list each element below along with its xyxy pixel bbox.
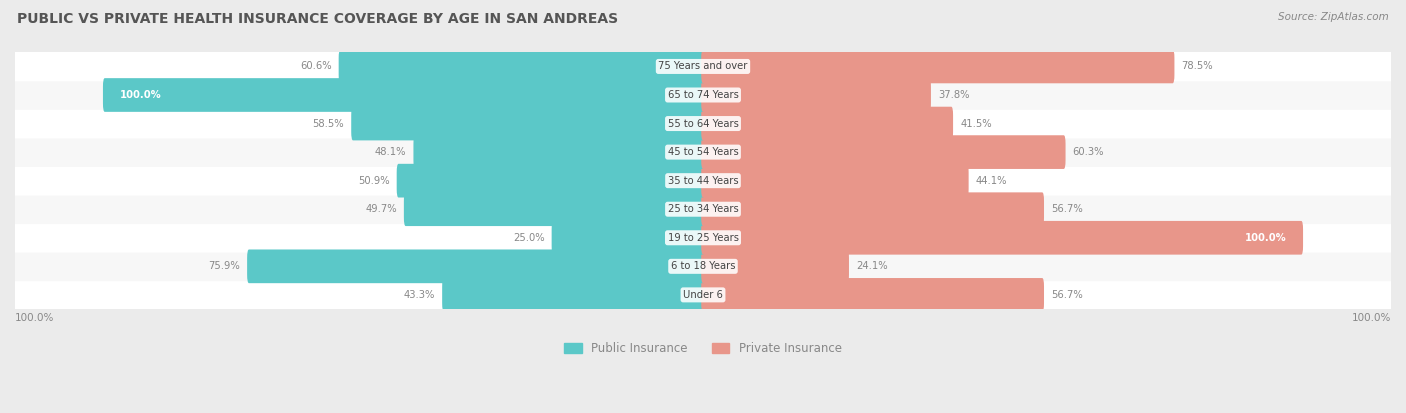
Text: 60.6%: 60.6%	[299, 62, 332, 71]
FancyBboxPatch shape	[702, 78, 931, 112]
FancyBboxPatch shape	[15, 137, 1391, 167]
Text: 25 to 34 Years: 25 to 34 Years	[668, 204, 738, 214]
FancyBboxPatch shape	[352, 107, 704, 140]
FancyBboxPatch shape	[15, 195, 1391, 224]
FancyBboxPatch shape	[702, 249, 849, 283]
FancyBboxPatch shape	[702, 50, 1174, 83]
Text: 25.0%: 25.0%	[513, 233, 544, 243]
Text: 45 to 54 Years: 45 to 54 Years	[668, 147, 738, 157]
Text: 6 to 18 Years: 6 to 18 Years	[671, 261, 735, 271]
Text: 44.1%: 44.1%	[976, 176, 1007, 186]
Text: 100.0%: 100.0%	[1244, 233, 1286, 243]
Text: 75.9%: 75.9%	[208, 261, 240, 271]
Text: 65 to 74 Years: 65 to 74 Years	[668, 90, 738, 100]
Text: Source: ZipAtlas.com: Source: ZipAtlas.com	[1278, 12, 1389, 22]
FancyBboxPatch shape	[15, 280, 1391, 310]
Text: 55 to 64 Years: 55 to 64 Years	[668, 119, 738, 128]
Text: 24.1%: 24.1%	[856, 261, 887, 271]
FancyBboxPatch shape	[15, 80, 1391, 110]
FancyBboxPatch shape	[103, 78, 704, 112]
Text: 100.0%: 100.0%	[15, 313, 55, 323]
FancyBboxPatch shape	[702, 135, 1066, 169]
FancyBboxPatch shape	[441, 278, 704, 312]
FancyBboxPatch shape	[702, 107, 953, 140]
FancyBboxPatch shape	[15, 223, 1391, 253]
Text: PUBLIC VS PRIVATE HEALTH INSURANCE COVERAGE BY AGE IN SAN ANDREAS: PUBLIC VS PRIVATE HEALTH INSURANCE COVER…	[17, 12, 619, 26]
FancyBboxPatch shape	[702, 278, 1045, 312]
FancyBboxPatch shape	[396, 164, 704, 197]
Text: 75 Years and over: 75 Years and over	[658, 62, 748, 71]
Text: 56.7%: 56.7%	[1052, 204, 1083, 214]
Text: 41.5%: 41.5%	[960, 119, 991, 128]
Text: 37.8%: 37.8%	[938, 90, 970, 100]
Text: 50.9%: 50.9%	[359, 176, 389, 186]
Text: 60.3%: 60.3%	[1073, 147, 1104, 157]
FancyBboxPatch shape	[15, 109, 1391, 138]
FancyBboxPatch shape	[15, 52, 1391, 81]
FancyBboxPatch shape	[413, 135, 704, 169]
Text: 78.5%: 78.5%	[1181, 62, 1213, 71]
FancyBboxPatch shape	[702, 221, 1303, 255]
FancyBboxPatch shape	[15, 166, 1391, 195]
FancyBboxPatch shape	[247, 249, 704, 283]
FancyBboxPatch shape	[702, 164, 969, 197]
Text: 48.1%: 48.1%	[375, 147, 406, 157]
Text: 49.7%: 49.7%	[366, 204, 396, 214]
FancyBboxPatch shape	[404, 192, 704, 226]
Text: 100.0%: 100.0%	[1351, 313, 1391, 323]
Text: Under 6: Under 6	[683, 290, 723, 300]
Text: 43.3%: 43.3%	[404, 290, 434, 300]
Text: 58.5%: 58.5%	[312, 119, 344, 128]
FancyBboxPatch shape	[702, 192, 1045, 226]
Text: 56.7%: 56.7%	[1052, 290, 1083, 300]
Text: 100.0%: 100.0%	[120, 90, 162, 100]
Legend: Public Insurance, Private Insurance: Public Insurance, Private Insurance	[560, 337, 846, 360]
Text: 19 to 25 Years: 19 to 25 Years	[668, 233, 738, 243]
FancyBboxPatch shape	[339, 50, 704, 83]
FancyBboxPatch shape	[551, 221, 704, 255]
FancyBboxPatch shape	[15, 252, 1391, 281]
Text: 35 to 44 Years: 35 to 44 Years	[668, 176, 738, 186]
